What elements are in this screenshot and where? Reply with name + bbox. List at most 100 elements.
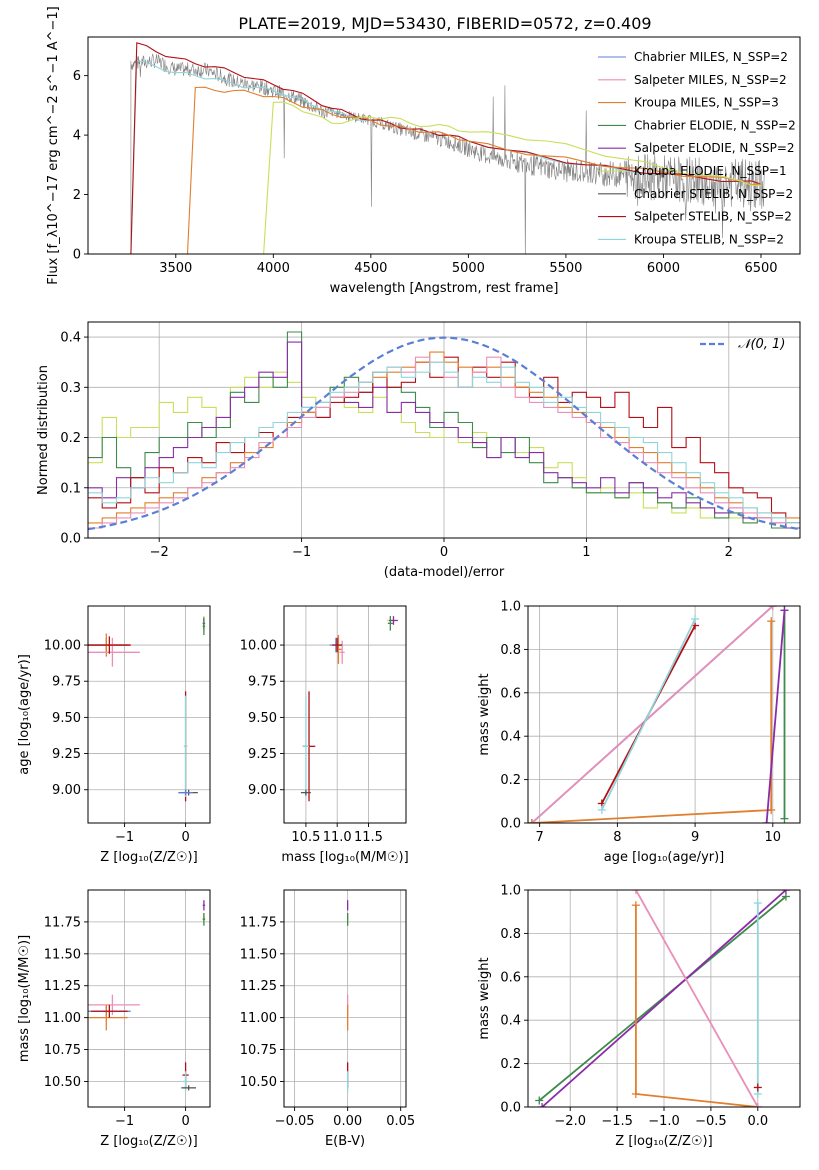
plot-area [528,606,800,823]
x-tick-label: −1 [115,830,134,845]
model-kroupa_elodie [263,101,762,254]
legend: Chabrier MILES, N_SSP=2 Salpeter MILES, N… [598,50,796,246]
y-tick-label: 0.0 [500,1101,521,1116]
x-tick-label: 0.0 [747,1114,768,1129]
panel-mass_vs_ebv: −0.05 0.00 0.05 10.50 10.75 11.00 11.25 11.50 11… [240,889,415,1149]
y-tick-label: 11.25 [44,979,81,994]
y-tick-label: 0.6 [500,970,521,985]
legend-label: 𝒩(0, 1) [738,337,785,352]
x-tick-label: 4000 [257,261,290,276]
weight-line-kroupa_miles [531,621,773,823]
x-tick-label: 5500 [549,261,582,276]
x-axis-label: wavelength [Angstrom, rest frame] [330,281,559,296]
y-axis-label: mass [log₁₀(M/M☉)] [17,935,32,1062]
x-tick-label: 3500 [159,261,192,276]
y-tick-label: 10.50 [240,1075,277,1090]
x-tick-label: 10 [765,830,782,845]
y-tick-label: 9.50 [248,711,277,726]
y-tick-label: 10.00 [44,639,81,654]
y-tick-label: 11.75 [44,915,81,930]
y-tick-label: 11.75 [240,915,277,930]
y-tick-label: 0.1 [60,481,81,496]
legend-label: Chabrier ELODIE, N_SSP=2 [634,118,796,132]
legend-label: Chabrier STELIB, N_SSP=2 [634,187,793,201]
y-tick-label: 11.50 [44,947,81,962]
panel-spectrum: Chabrier MILES, N_SSP=2 Salpeter MILES, N… [46,6,801,296]
x-tick-label: 2 [725,545,733,560]
y-tick-label: 9.25 [248,747,277,762]
legend-label: Kroupa ELODIE, N_SSP=1 [634,164,787,178]
panel-histogram: 𝒩(0, 1) −2 −1 0 1 2 0.0 0.1 0.2 0.3 0.4 (data-model… [36,321,801,580]
x-tick-label: 6500 [744,261,777,276]
legend-label: Salpeter MILES, N_SSP=2 [634,73,787,87]
x-tick-label: 6000 [647,261,680,276]
y-tick-label: 0.2 [500,773,521,788]
y-tick-label: 9.75 [248,675,277,690]
y-tick-label: 9.00 [248,783,277,798]
legend-label: Kroupa STELIB, N_SSP=2 [634,232,784,246]
weight-line-chabrier_elodie [538,895,787,1102]
weight-line-salpeter_miles [635,890,759,1107]
panel-mass_vs_Z: −1 0 10.50 10.75 11.00 11.25 11.50 11.75 Z [log₁… [17,889,211,1149]
x-tick-label: 0 [181,830,189,845]
x-axis-label: Z [log₁₀(Z/Z☉)] [100,850,197,865]
y-tick-label: 0.4 [60,331,81,346]
weight-line-salpeter_elodie [765,610,786,823]
weight-line-kroupa_stelib [600,618,696,811]
x-tick-label: 0 [440,545,448,560]
plot-area [88,890,210,1107]
x-tick-label: 9 [691,830,699,845]
x-tick-label: 8 [613,830,621,845]
x-tick-label: −1 [292,545,311,560]
y-tick-label: 6 [73,69,81,84]
y-tick-label: 9.00 [52,783,81,798]
y-tick-label: 10.75 [240,1043,277,1058]
hist-kroupa_stelib [88,361,800,524]
model-kroupa_miles [186,86,762,254]
x-tick-label: 0.05 [386,1114,415,1129]
normal-curve [88,336,800,531]
y-tick-label: 11.50 [240,947,277,962]
x-axis-label: (data-model)/error [384,565,505,580]
x-tick-label: −1 [115,1114,134,1129]
y-tick-label: 0.6 [500,686,521,701]
x-axis-label: age [log₁₀(age/yr)] [604,850,725,865]
y-tick-label: 0.0 [60,532,81,547]
data-spectrum [130,53,765,254]
y-axis-label: age [log₁₀(age/yr)] [17,654,32,775]
y-tick-label: 1.0 [500,884,521,899]
y-tick-label: 0.4 [500,1014,521,1029]
figure-title: PLATE=2019, MJD=53430, FIBERID=0572, z=0… [238,14,651,33]
y-tick-label: 0.2 [500,1057,521,1072]
y-axis-label: Flux [f_λ10^−17 erg cm^−2 s^−1 A^−1] [46,6,61,284]
plot-area [284,890,406,1107]
axes-frame [283,889,407,1108]
y-tick-label: 0.3 [60,381,81,396]
plot-area [88,322,800,538]
x-axis-label: Z [log₁₀(Z/Z☉)] [615,1134,712,1149]
x-axis-label: Z [log₁₀(Z/Z☉)] [100,1134,197,1149]
hist-chabrier_elodie [88,331,800,529]
y-tick-label: 10.00 [240,639,277,654]
x-tick-label: 11.5 [354,830,383,845]
axes-frame [87,605,211,824]
axes-frame [87,36,801,255]
legend-label: Salpeter STELIB, N_SSP=2 [634,210,792,224]
plot-area [284,606,406,823]
axes-frame [87,889,211,1108]
panel-weight_vs_age: 7 8 9 10 0.0 0.2 0.4 0.6 0.8 1.0 age [log₁₀(age/yr… [477,600,801,865]
x-tick-label: 11.0 [323,830,352,845]
x-tick-label: 0 [181,1114,189,1129]
y-tick-label: 1.0 [500,600,521,615]
y-tick-label: 9.25 [52,747,81,762]
weight-line-salpeter_miles [531,606,774,823]
x-tick-label: −2.0 [554,1114,586,1129]
x-tick-label: 5000 [452,261,485,276]
y-tick-label: 0.4 [500,730,521,745]
x-axis-label: E(B-V) [325,1134,365,1149]
model-kroupa_stelib [130,60,762,254]
y-axis-label: mass weight [477,957,492,1039]
hist-salpeter_elodie [88,341,800,529]
panel-weight_vs_Z: −2.0 −1.5 −1.0 −0.5 0.0 0.0 0.2 0.4 0.6 0.8 1.0 Z [… [477,884,801,1149]
y-tick-label: 9.75 [52,675,81,690]
